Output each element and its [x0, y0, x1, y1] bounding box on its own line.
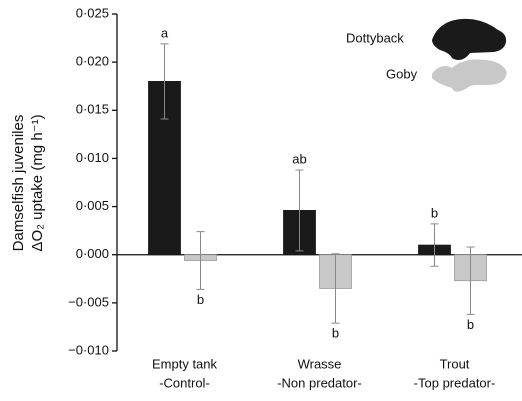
- significance-letter: b: [197, 292, 204, 307]
- y-tick-label: 0·000: [76, 246, 109, 261]
- error-bar: [466, 246, 475, 315]
- y-tick-label: −0·005: [68, 294, 109, 309]
- legend: Dottyback Goby: [346, 18, 507, 92]
- legend-label: Goby: [386, 66, 418, 81]
- y-tick-label: 0·025: [76, 5, 109, 20]
- y-tick-label: −0·010: [68, 342, 109, 357]
- x-tick-label: Trout: [440, 356, 470, 371]
- significance-letter: b: [431, 205, 438, 220]
- x-tick-label: Empty tank: [152, 356, 218, 371]
- error-bar: [331, 253, 340, 324]
- x-tick-label: -Non predator-: [277, 375, 362, 390]
- significance-letter: ab: [292, 151, 306, 166]
- legend-icon: [432, 18, 507, 61]
- error-bar: [160, 43, 169, 120]
- error-bar: [196, 231, 205, 290]
- y-label-line: ΔO₂ uptake (mg h⁻¹): [29, 114, 46, 251]
- significance-letter: b: [332, 326, 339, 341]
- y-tick-label: 0·010: [76, 150, 109, 165]
- x-tick-label: -Control-: [159, 375, 210, 390]
- significance-letter: b: [467, 317, 474, 332]
- error-bar: [295, 169, 304, 252]
- x-tick-label: Wrasse: [298, 356, 342, 371]
- legend-label: Dottyback: [346, 30, 404, 45]
- y-axis-title: Damselfish juveniles ΔO₂ uptake (mg h⁻¹): [10, 114, 46, 251]
- significance-letter: a: [161, 25, 169, 40]
- y-tick-label: 0·015: [76, 102, 109, 117]
- error-bar: [430, 223, 439, 267]
- legend-icon: [432, 59, 507, 92]
- y-tick-label: 0·020: [76, 54, 109, 69]
- y-tick-label: 0·005: [76, 198, 109, 213]
- y-label-line: Damselfish juveniles: [10, 115, 27, 252]
- x-tick-label: -Top predator-: [414, 375, 496, 390]
